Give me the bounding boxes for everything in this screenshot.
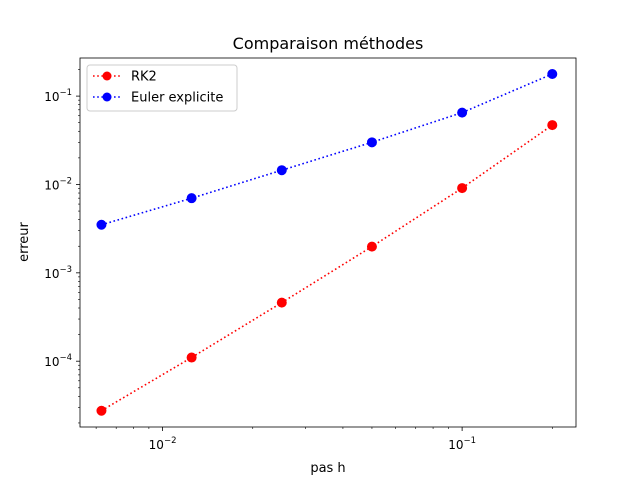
x-tick-label: 10−2 — [149, 436, 177, 452]
x-tick-label: 10−1 — [448, 436, 476, 452]
data-point — [276, 297, 287, 308]
legend-marker — [102, 92, 112, 102]
y-tick-label: 10−2 — [44, 176, 72, 192]
y-axis-label: erreur — [17, 221, 32, 261]
series-line — [100, 124, 553, 412]
series-1 — [96, 68, 558, 230]
data-point — [366, 137, 377, 148]
data-point — [96, 219, 107, 230]
x-axis-label: pas h — [310, 461, 345, 476]
data-point — [276, 165, 287, 176]
legend-box — [86, 64, 238, 112]
data-point — [96, 405, 107, 416]
series-line — [101, 73, 553, 226]
data-point — [186, 193, 197, 204]
axes-frame — [79, 57, 577, 428]
y-tick-label: 10−1 — [44, 88, 72, 104]
data-point — [366, 241, 377, 252]
chart-title: Comparaison méthodes — [233, 34, 424, 53]
data-point — [547, 120, 558, 131]
data-point — [547, 68, 558, 79]
data-point — [457, 107, 468, 118]
legend: RK2 Euler explicite — [86, 64, 238, 112]
series-0 — [96, 120, 558, 416]
y-tick-label: 10−3 — [44, 265, 72, 281]
legend-label: Euler explicite — [131, 91, 223, 106]
data-point — [457, 183, 468, 194]
data-point — [186, 352, 197, 363]
legend-label: RK2 — [131, 70, 157, 85]
legend-marker — [102, 71, 112, 81]
plot-area: 10−2 10−1 10−4 10−3 10−2 10−1 — [44, 57, 577, 452]
y-tick-label: 10−4 — [44, 353, 72, 369]
